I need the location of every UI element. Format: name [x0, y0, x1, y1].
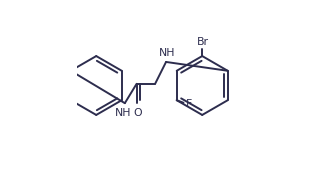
Text: O: O [134, 108, 142, 118]
Text: Br: Br [196, 37, 209, 47]
Text: NH: NH [159, 48, 175, 58]
Text: F: F [186, 99, 192, 109]
Text: NH: NH [115, 108, 132, 118]
